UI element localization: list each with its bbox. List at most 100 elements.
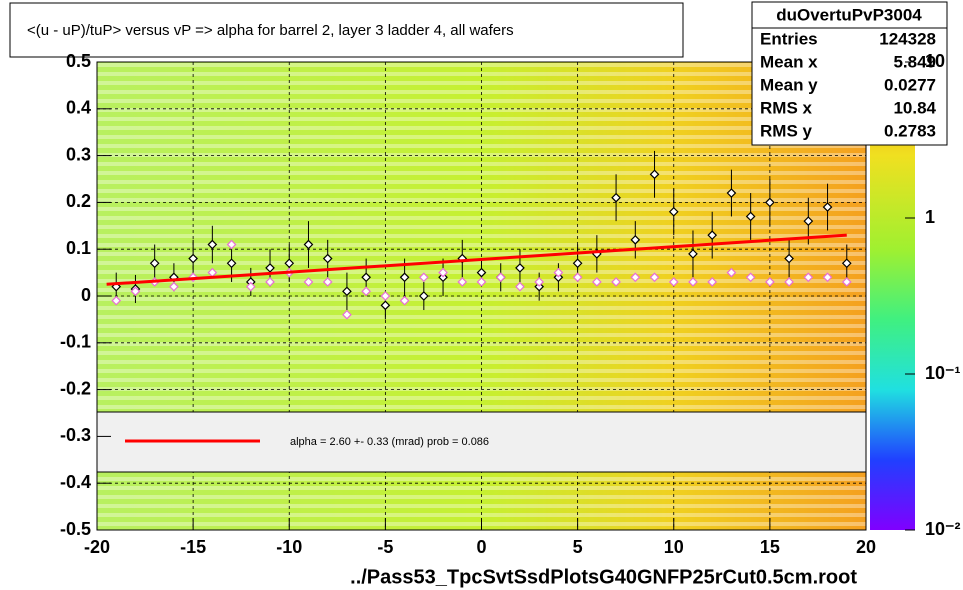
data-point <box>495 272 506 283</box>
fit-legend-text: alpha = 2.60 +- 0.33 (mrad) prob = 0.086 <box>290 436 489 448</box>
stats-label: RMS y <box>760 121 813 140</box>
y-tick-label: -0.4 <box>60 472 91 492</box>
chart-title: <(u - uP)/tuP> versus vP => alpha for ba… <box>27 22 514 39</box>
data-point <box>534 277 545 287</box>
fit-line <box>106 233 847 286</box>
data-point <box>784 277 794 287</box>
data-point <box>476 277 487 287</box>
data-point <box>361 272 371 283</box>
data-point <box>207 239 218 250</box>
data-point <box>841 258 852 269</box>
data-point <box>380 291 391 301</box>
data-point <box>515 263 525 273</box>
data-point <box>303 277 314 287</box>
y-tick-label: -0.5 <box>60 519 91 539</box>
x-tick-label: 10 <box>664 537 684 557</box>
data-point <box>765 197 775 208</box>
data-point <box>592 277 602 287</box>
y-tick-label: 0.4 <box>66 98 91 118</box>
data-point <box>630 272 641 283</box>
y-tick-label: 0 <box>81 285 91 305</box>
z-tick-label: 10⁻¹ <box>925 363 961 383</box>
data-point <box>342 309 352 320</box>
z-tick-label: 10 <box>925 51 945 71</box>
data-point <box>784 253 794 264</box>
data-point <box>707 277 718 287</box>
stats-label: RMS x <box>760 98 813 117</box>
x-tick-label: -15 <box>180 537 206 557</box>
data-point <box>399 272 410 283</box>
data-point <box>688 249 698 259</box>
data-point <box>149 258 160 269</box>
stats-box <box>751 1 948 146</box>
z-tick-label: 1 <box>925 207 935 227</box>
x-tick-label: -5 <box>377 537 393 557</box>
stats-label: Mean x <box>760 52 818 71</box>
stats-value: 124328 <box>879 29 936 48</box>
data-point <box>668 206 679 217</box>
data-point <box>765 277 775 287</box>
data-point <box>745 211 756 222</box>
data-point <box>803 272 814 283</box>
data-point <box>322 253 333 264</box>
x-tick-label: 15 <box>760 537 780 557</box>
data-point <box>611 277 621 287</box>
data-point <box>226 239 237 250</box>
data-point <box>726 188 737 198</box>
data-point <box>265 277 275 287</box>
stats-value: 10.84 <box>893 98 936 117</box>
data-point <box>265 263 275 273</box>
x-tick-label: 5 <box>573 537 583 557</box>
data-point <box>130 286 141 297</box>
data-point <box>630 234 641 245</box>
y-tick-label: -0.1 <box>60 332 91 352</box>
y-tick-label: 0.1 <box>66 238 91 258</box>
data-point <box>726 267 737 278</box>
data-point <box>284 258 295 269</box>
stats-value: 0.2783 <box>884 121 936 140</box>
x-tick-label: -10 <box>276 537 302 557</box>
data-point <box>303 239 314 250</box>
stats-value: 5.849 <box>893 52 936 71</box>
data-point <box>111 295 122 306</box>
x-tick-label: 20 <box>856 537 876 557</box>
data-point <box>399 295 410 306</box>
stats-label: Entries <box>760 29 818 48</box>
x-tick-label: 0 <box>476 537 486 557</box>
y-tick-label: 0.5 <box>66 51 91 71</box>
data-point <box>515 281 525 292</box>
x-tick-label: -20 <box>84 537 110 557</box>
y-tick-label: -0.2 <box>60 378 91 398</box>
data-point <box>418 291 429 301</box>
data-point <box>245 281 256 292</box>
data-point <box>803 216 814 226</box>
data-point <box>476 267 487 278</box>
data-point <box>169 281 179 292</box>
data-point <box>707 230 718 241</box>
data-point <box>745 272 756 283</box>
x-axis-label: ../Pass53_TpcSvtSsdPlotsG40GNFP25rCut0.5… <box>350 566 857 588</box>
data-point <box>688 277 698 287</box>
z-tick-label: 10⁻² <box>925 519 961 539</box>
stats-value: 0.0277 <box>884 75 936 94</box>
data-point <box>822 272 833 283</box>
stats-title: duOvertuPvP3004 <box>776 5 922 24</box>
data-point <box>418 272 429 283</box>
data-point <box>572 272 583 283</box>
data-point <box>611 192 621 203</box>
data-point <box>457 277 468 287</box>
data-point <box>572 258 583 269</box>
data-point <box>649 169 660 180</box>
data-point <box>322 277 333 287</box>
data-point <box>649 272 660 283</box>
title-box <box>9 2 684 58</box>
data-point <box>226 258 237 269</box>
y-tick-label: 0.3 <box>66 144 91 164</box>
data-point <box>188 253 198 264</box>
y-tick-label: -0.3 <box>60 425 91 445</box>
data-point <box>841 277 852 287</box>
data-point <box>668 277 679 287</box>
stats-label: Mean y <box>760 75 818 94</box>
data-point <box>361 286 371 297</box>
